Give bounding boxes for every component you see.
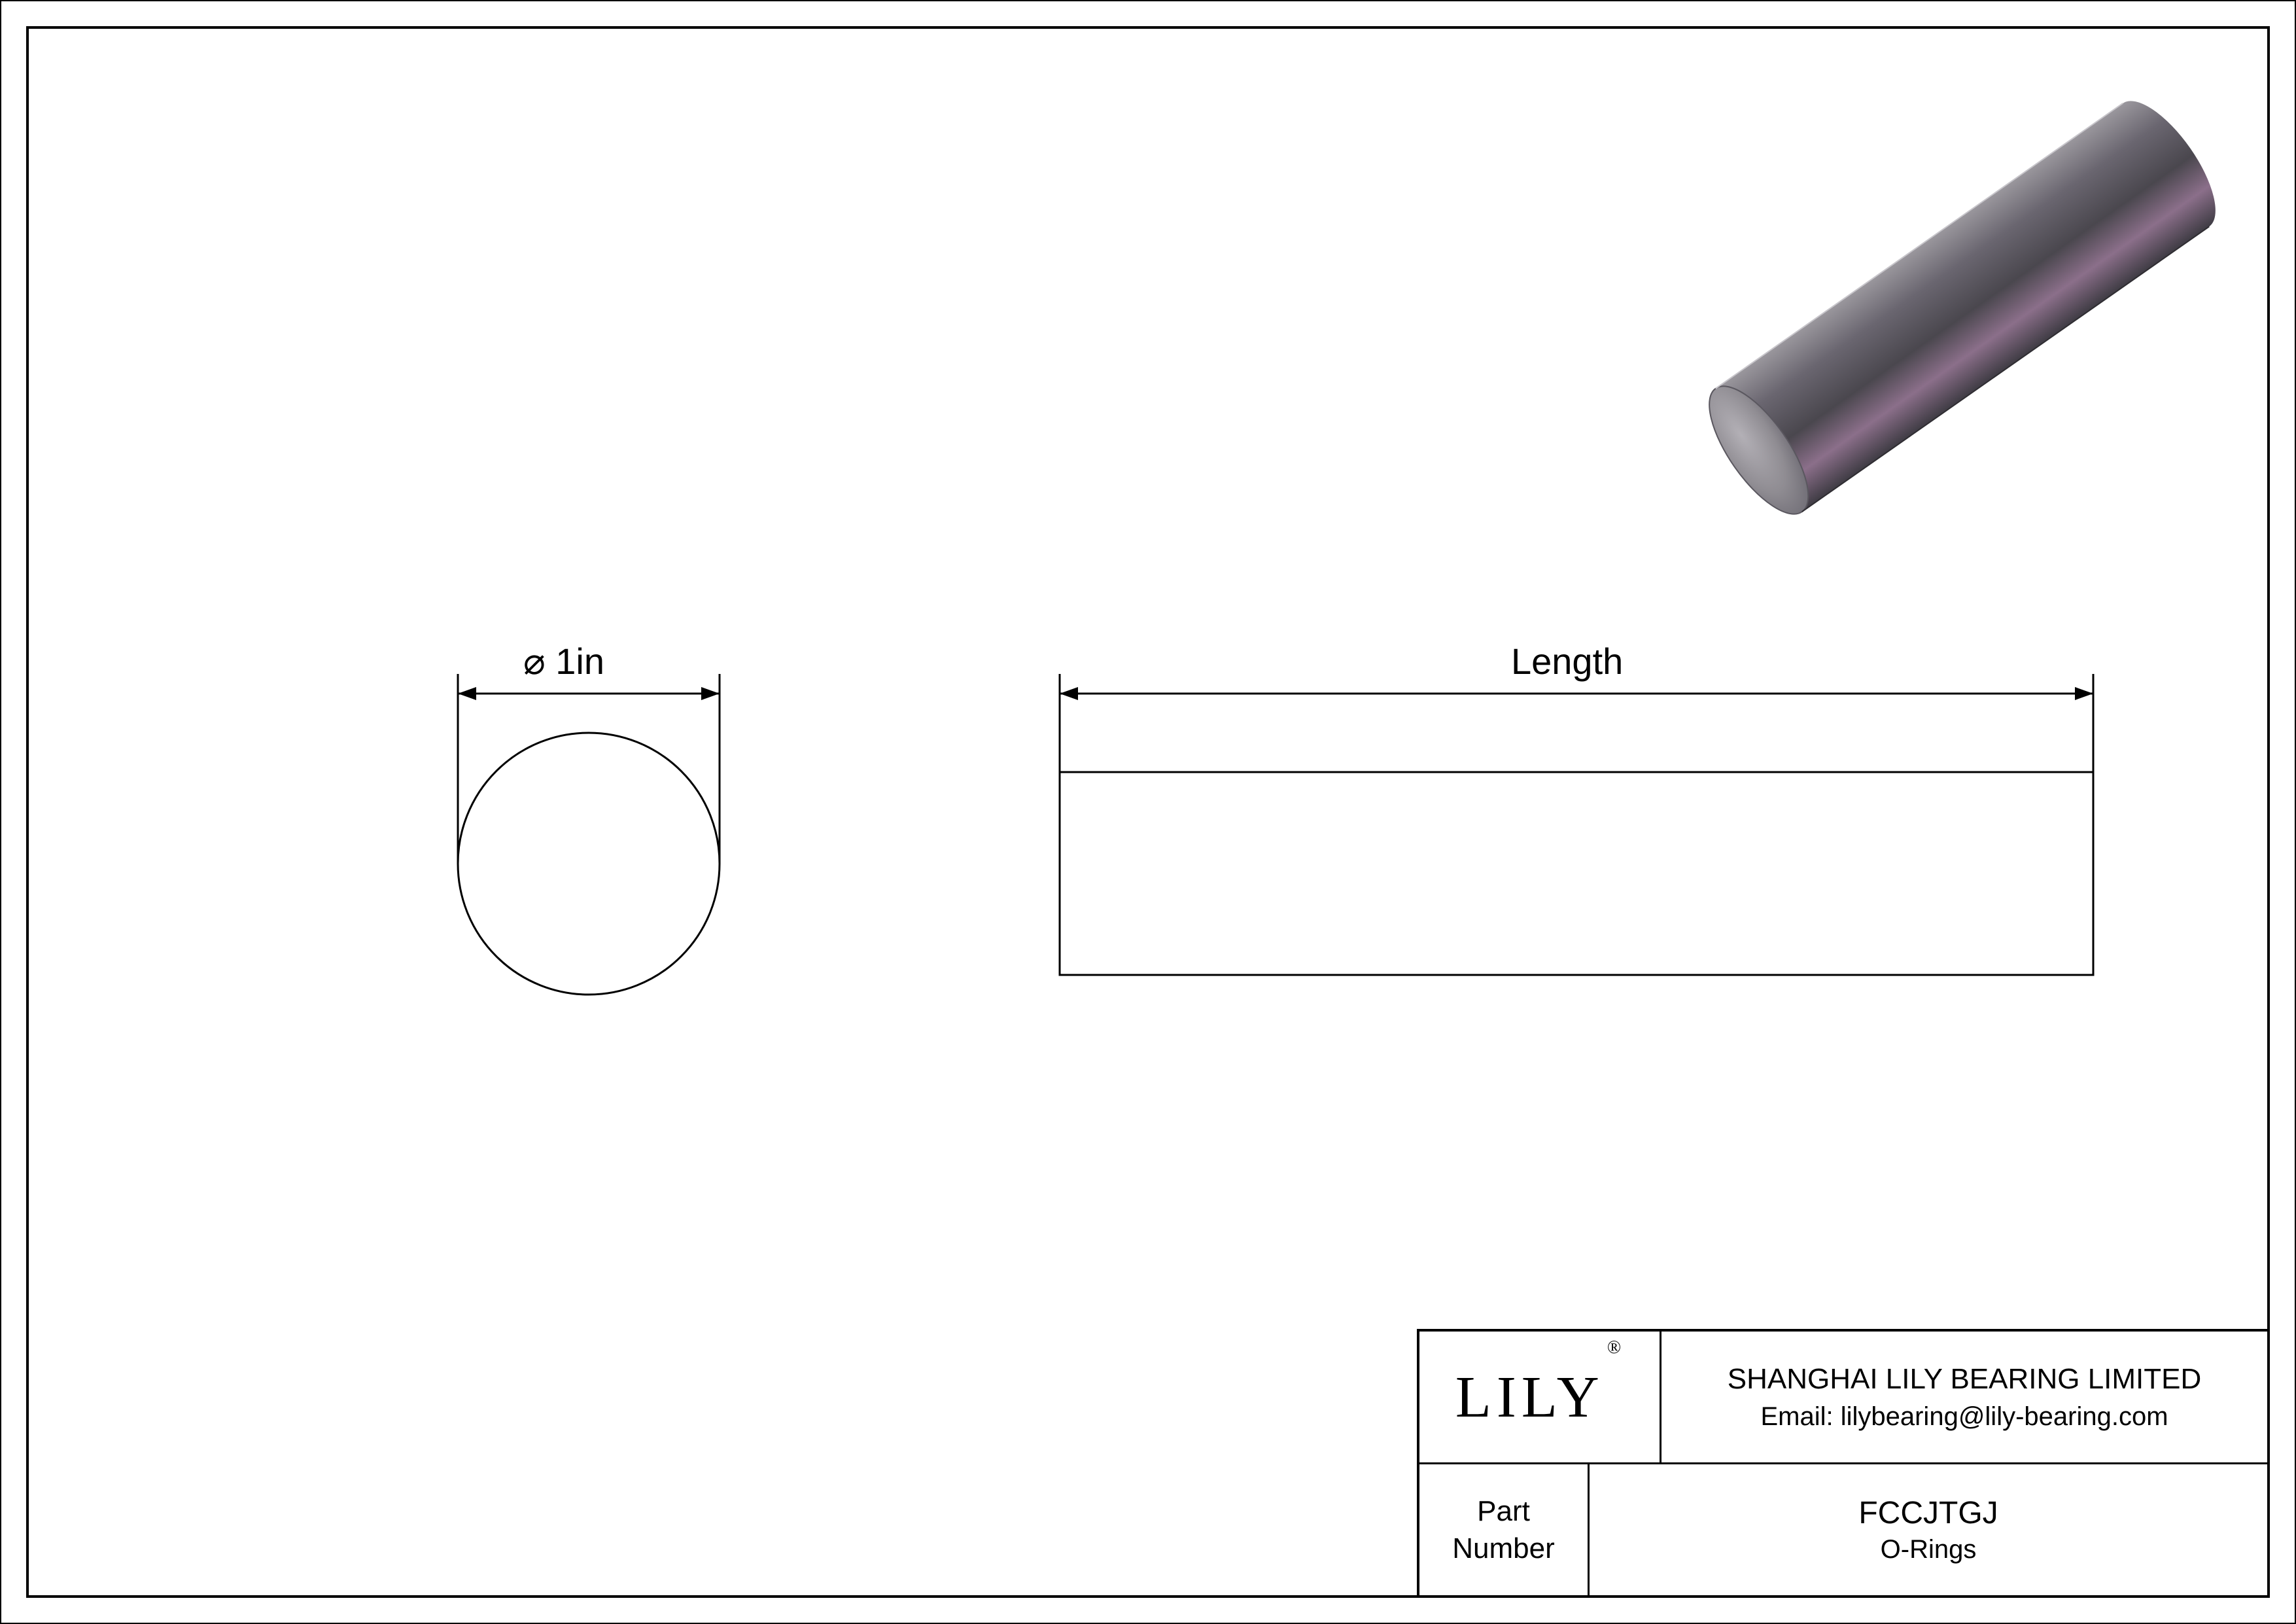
title-block-row-1: LILY® SHANGHAI LILY BEARING LIMITED Emai… bbox=[1419, 1332, 2267, 1464]
part-number-label: Part Number bbox=[1452, 1492, 1555, 1567]
logo-text: LILY® bbox=[1455, 1364, 1624, 1431]
logo-word: LILY bbox=[1455, 1365, 1605, 1430]
part-description: O-Rings bbox=[1881, 1535, 1977, 1564]
company-cell: SHANGHAI LILY BEARING LIMITED Email: lil… bbox=[1661, 1332, 2267, 1462]
company-name: SHANGHAI LILY BEARING LIMITED bbox=[1728, 1363, 2202, 1396]
company-email: Email: lilybearing@lily-bearing.com bbox=[1760, 1402, 2168, 1432]
logo-cell: LILY® bbox=[1419, 1332, 1661, 1462]
part-number-cell: FCCJTGJ O-Rings bbox=[1590, 1464, 2267, 1595]
registered-mark: ® bbox=[1607, 1337, 1626, 1358]
part-number-value: FCCJTGJ bbox=[1858, 1495, 1998, 1531]
drawing-sheet: ⌀ 1in Length bbox=[0, 0, 2296, 1624]
title-block-row-2: Part Number FCCJTGJ O-Rings bbox=[1419, 1464, 2267, 1595]
part-number-label-cell: Part Number bbox=[1419, 1464, 1590, 1595]
title-block: LILY® SHANGHAI LILY BEARING LIMITED Emai… bbox=[1417, 1329, 2267, 1595]
